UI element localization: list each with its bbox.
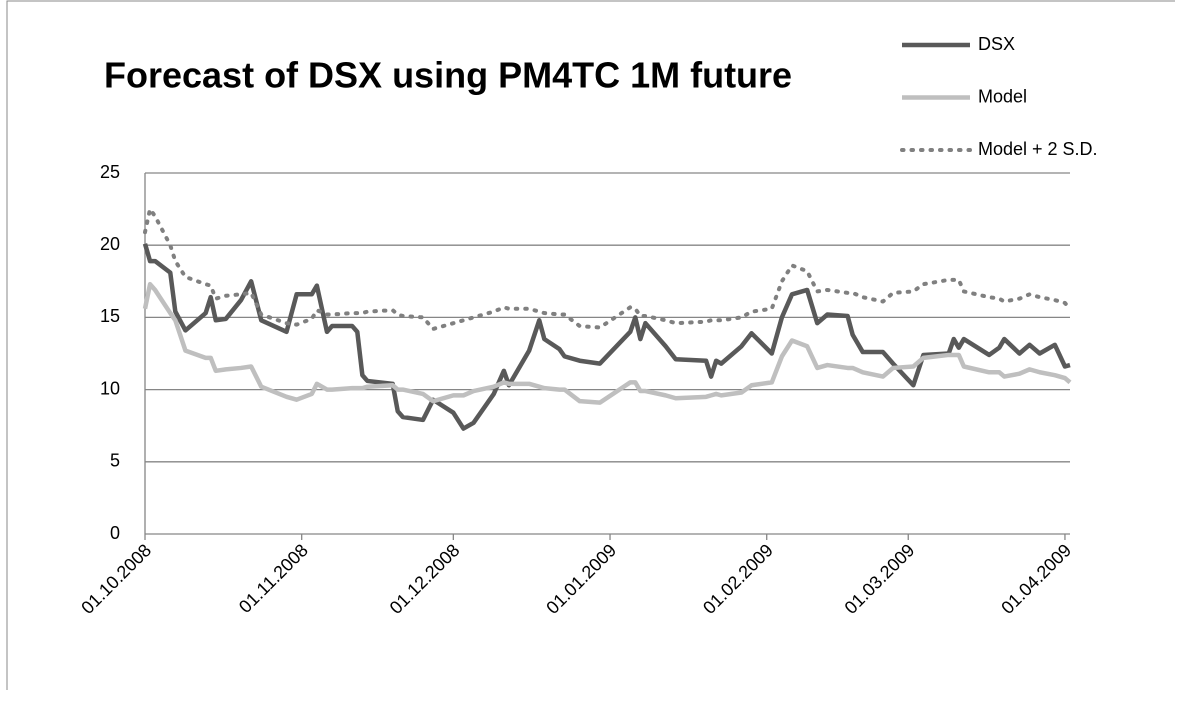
x-tick-label: 01.12.2008 <box>386 540 464 618</box>
legend-label: Model + 2 S.D. <box>978 139 1098 159</box>
y-tick-label: 25 <box>100 162 120 182</box>
x-tick-label: 01.04.2009 <box>997 540 1075 618</box>
chart-title: Forecast of DSX using PM4TC 1M future <box>104 55 792 96</box>
series-line <box>142 243 1071 431</box>
series-line <box>143 207 1072 331</box>
x-tick-label: 01.02.2009 <box>699 540 777 618</box>
legend-label: DSX <box>978 34 1015 54</box>
y-tick-label: 20 <box>100 234 120 254</box>
legend-label: Model <box>978 86 1027 106</box>
x-tick-label: 01.03.2009 <box>841 540 919 618</box>
x-tick-label: 01.01.2009 <box>542 540 620 618</box>
y-tick-label: 0 <box>110 523 120 543</box>
y-tick-label: 5 <box>110 451 120 471</box>
y-tick-label: 10 <box>100 378 120 398</box>
series-line <box>142 281 1072 405</box>
y-tick-label: 15 <box>100 306 120 326</box>
x-tick-label: 01.11.2008 <box>235 540 312 617</box>
frame <box>6 0 1175 690</box>
x-tick-label: 01.10.2008 <box>77 540 155 618</box>
